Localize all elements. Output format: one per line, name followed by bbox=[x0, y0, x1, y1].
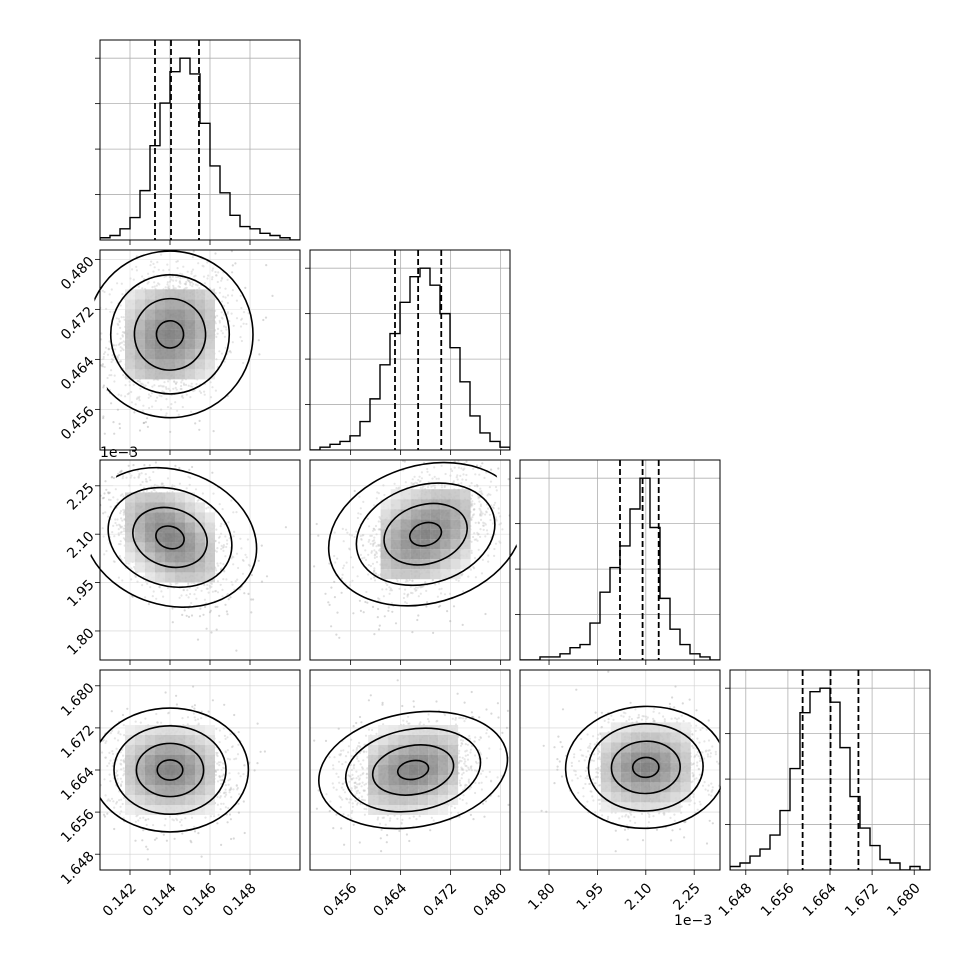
x-tick-label: 0.146 bbox=[180, 880, 220, 920]
x-tick-label: 0.464 bbox=[371, 880, 411, 920]
y-tick-label: 1.95 bbox=[64, 577, 97, 610]
histogram-step bbox=[100, 57, 300, 240]
x-offset-label: 1e−3 bbox=[674, 913, 712, 929]
x-tick-label: 1.656 bbox=[758, 880, 798, 920]
contour-line bbox=[396, 759, 430, 781]
x-tick-label: 0.148 bbox=[220, 880, 260, 920]
histogram-panel-1 bbox=[305, 249, 511, 455]
scatter-panel-3-2: 1.80 1.95 2.10 2.25 bbox=[519, 669, 724, 914]
x-tick-label: 1.680 bbox=[884, 880, 924, 920]
histogram-panel-2 bbox=[515, 459, 721, 665]
contour-line bbox=[610, 740, 681, 795]
x-tick-label: 1.80 bbox=[525, 880, 558, 913]
y-tick-label: 1.656 bbox=[58, 806, 98, 846]
scatter-panel-2-0: 1.801.952.102.25 bbox=[64, 459, 301, 665]
panel-frame bbox=[99, 249, 301, 451]
contour-line bbox=[113, 724, 227, 816]
panel-frame bbox=[309, 669, 511, 871]
x-tick-label: 0.480 bbox=[471, 880, 511, 920]
panel-frame bbox=[99, 459, 301, 661]
y-tick-label: 0.464 bbox=[58, 354, 98, 394]
contour-line bbox=[82, 466, 258, 609]
contour-line bbox=[318, 710, 509, 830]
contour-line bbox=[371, 744, 455, 796]
y-tick-label: 0.480 bbox=[58, 254, 98, 294]
density-grid bbox=[125, 492, 215, 583]
panel-frame bbox=[309, 459, 511, 661]
panel-frame bbox=[309, 249, 511, 451]
histogram-panel-0 bbox=[95, 39, 301, 245]
density-grid bbox=[380, 489, 471, 580]
contour-line bbox=[109, 274, 231, 395]
contour-line bbox=[587, 723, 704, 812]
x-tick-label: 0.456 bbox=[321, 880, 361, 920]
x-tick-label: 2.10 bbox=[622, 880, 655, 913]
x-tick-label: 0.144 bbox=[140, 880, 180, 920]
contour-line bbox=[135, 742, 205, 798]
y-tick-label: 0.472 bbox=[58, 304, 98, 344]
histogram-step bbox=[310, 267, 510, 450]
x-tick-label: 2.25 bbox=[670, 880, 703, 913]
contour-line bbox=[100, 707, 250, 833]
scatter-panel-3-1: 0.456 0.464 0.472 0.480 bbox=[309, 669, 511, 920]
x-tick-label: 1.648 bbox=[716, 880, 756, 920]
x-tick-label: 1.664 bbox=[800, 880, 840, 920]
y-tick-label: 2.25 bbox=[64, 480, 97, 513]
scatter-panel-3-0: 0.142 0.144 0.146 0.148 1.6481.6561.6641.672… bbox=[58, 669, 301, 920]
contour-line bbox=[88, 250, 254, 419]
y-offset-label: 1e−3 bbox=[100, 445, 138, 461]
panel-frame bbox=[99, 39, 301, 241]
contour-line bbox=[631, 756, 660, 779]
panel-frame bbox=[519, 669, 721, 871]
contour-line bbox=[383, 502, 468, 566]
scatter-panel-2-1 bbox=[309, 459, 524, 665]
y-tick-label: 1.680 bbox=[58, 680, 98, 720]
contour-line bbox=[155, 319, 185, 349]
panel-frame bbox=[519, 459, 721, 661]
contour-line bbox=[155, 525, 185, 550]
y-tick-label: 0.456 bbox=[58, 404, 98, 444]
histogram-panel-3: 1.648 1.656 1.664 1.672 1.680 bbox=[716, 669, 931, 920]
contour-line bbox=[132, 506, 208, 569]
y-tick-label: 1.664 bbox=[58, 764, 98, 804]
x-tick-label: 1.672 bbox=[842, 880, 882, 920]
scatter-panel-1-0: 0.456 0.464 0.472 0.480 bbox=[58, 249, 301, 455]
contour-line bbox=[344, 727, 482, 813]
contour-line bbox=[107, 486, 233, 589]
y-tick-label: 1.80 bbox=[64, 625, 97, 658]
x-tick-label: 0.142 bbox=[100, 880, 140, 920]
contour-line bbox=[156, 759, 184, 781]
y-tick-label: 1.672 bbox=[58, 722, 98, 762]
contour-line bbox=[327, 461, 524, 607]
density-grid bbox=[600, 722, 691, 813]
x-tick-label: 0.472 bbox=[421, 880, 461, 920]
x-tick-label: 1.95 bbox=[574, 880, 607, 913]
contour-line bbox=[355, 482, 496, 587]
y-tick-label: 1.648 bbox=[58, 849, 98, 889]
contour-line bbox=[133, 297, 207, 371]
contour-line bbox=[408, 521, 443, 547]
histogram-step bbox=[520, 477, 720, 660]
